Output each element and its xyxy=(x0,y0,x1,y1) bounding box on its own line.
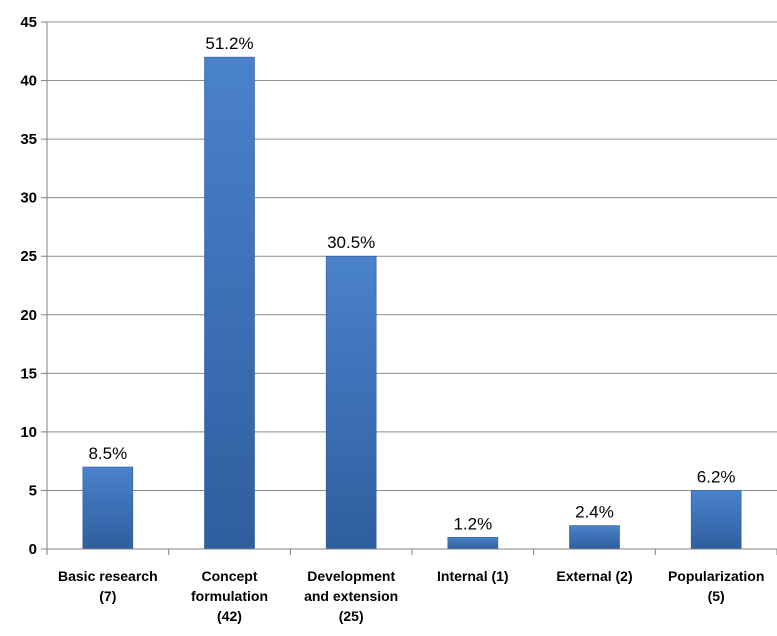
bar xyxy=(326,256,377,549)
bar xyxy=(447,537,498,549)
data-label: 1.2% xyxy=(453,514,492,533)
y-tick-label: 45 xyxy=(20,14,37,31)
data-label: 51.2% xyxy=(205,34,253,53)
y-tick-label: 30 xyxy=(20,190,37,207)
y-tick-label: 5 xyxy=(29,482,37,499)
y-tick-label: 15 xyxy=(20,365,37,382)
x-tick-label: Internal (1) xyxy=(437,568,509,584)
bar xyxy=(691,490,742,549)
y-tick-label: 20 xyxy=(20,307,37,324)
data-label: 6.2% xyxy=(697,467,736,486)
y-tick-label: 25 xyxy=(20,248,37,265)
data-label: 8.5% xyxy=(88,444,127,463)
data-label: 2.4% xyxy=(575,503,614,522)
gridlines xyxy=(47,21,777,491)
x-tick-label: Popularization (5) xyxy=(668,568,764,604)
bar xyxy=(82,467,133,549)
axes xyxy=(41,21,777,555)
bar xyxy=(569,525,620,549)
labels: 0 5 10 15 20 25 30 35 40 45 8.5% 51.2% 30.5% 1.2% 2.4%… xyxy=(20,14,764,624)
x-tick-label: Basic research (7) xyxy=(58,568,158,604)
y-tick-label: 35 xyxy=(20,131,37,148)
x-tick-label: External (2) xyxy=(556,568,632,584)
bars xyxy=(82,56,742,550)
y-tick-label: 0 xyxy=(29,541,37,558)
x-tick-label: Concept formulation (42) xyxy=(191,568,268,624)
x-tick-label: Development and extension (25) xyxy=(304,568,398,624)
y-tick-label: 10 xyxy=(20,424,37,441)
bar xyxy=(204,57,255,550)
y-tick-label: 40 xyxy=(20,73,37,90)
data-label: 30.5% xyxy=(327,233,375,252)
